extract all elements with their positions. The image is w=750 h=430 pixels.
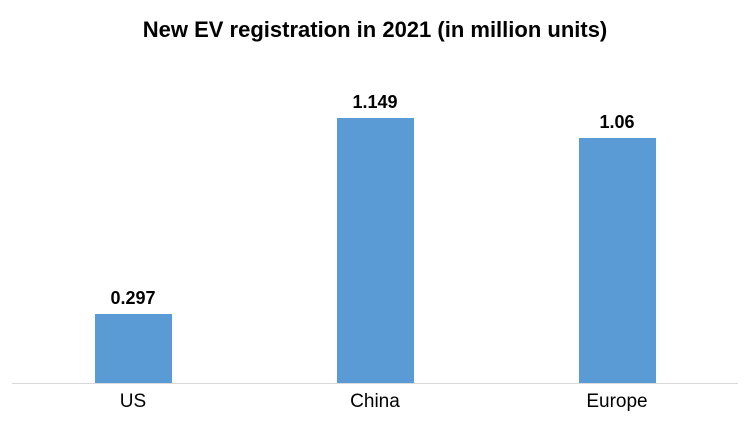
chart-title: New EV registration in 2021 (in million …: [142, 17, 608, 42]
bar-china: [336, 117, 414, 383]
plot-area: 0.297 1.149 1.06 US China Europe: [12, 60, 738, 412]
bar-group-europe: 1.06: [496, 60, 738, 383]
bar-value-label-us: 0.297: [110, 288, 156, 309]
bars-row: 0.297 1.149 1.06: [12, 60, 738, 383]
x-axis-line: [12, 383, 738, 384]
x-label-us: US: [119, 391, 147, 412]
bar-europe: [578, 138, 656, 383]
bar-group-us: 0.297: [12, 60, 254, 383]
bar-us: [94, 314, 172, 383]
bar-value-label-china: 1.149: [352, 91, 398, 112]
bar-value-label-europe: 1.06: [599, 112, 635, 133]
x-axis-labels: US China Europe: [12, 391, 738, 414]
x-label-china: China: [350, 391, 400, 412]
bar-group-china: 1.149: [254, 60, 496, 383]
x-label-europe: Europe: [586, 391, 648, 412]
